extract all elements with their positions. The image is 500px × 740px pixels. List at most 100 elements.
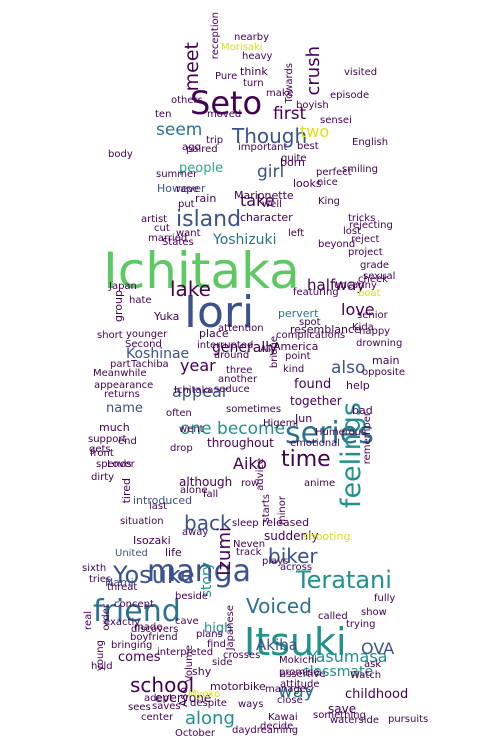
word: Pure: [215, 71, 238, 82]
word: Towards: [284, 63, 295, 104]
word: love: [341, 300, 375, 319]
word: fully: [374, 593, 396, 604]
word: called: [318, 611, 348, 622]
word: take: [240, 191, 275, 210]
word: featuring: [293, 287, 339, 298]
word: Morisaki: [221, 42, 263, 53]
word: interpreted: [157, 647, 214, 658]
word: Myoko: [188, 689, 221, 700]
word: tired: [120, 478, 133, 504]
word: sometimes: [226, 404, 282, 415]
word: nice: [317, 177, 338, 188]
word: situation: [120, 516, 164, 527]
word: ago: [182, 142, 201, 153]
word: interrupted: [197, 340, 254, 351]
word: Yosuke: [113, 561, 195, 589]
word: senior: [357, 310, 388, 321]
word: opposite: [362, 367, 405, 378]
word: main: [372, 354, 400, 367]
word: grade: [360, 260, 390, 271]
word: others: [171, 95, 203, 106]
word: English: [352, 137, 389, 148]
word: uncanny: [334, 280, 377, 291]
word: ask: [364, 659, 382, 670]
word: suddenly: [264, 529, 319, 543]
word: side: [212, 657, 233, 668]
word: anime: [304, 478, 336, 489]
word: island: [176, 207, 242, 232]
word: seduce: [214, 384, 250, 395]
word: another: [218, 374, 258, 385]
word: rejecting: [349, 220, 393, 231]
word: Voiced: [246, 594, 312, 618]
word: classmate: [302, 664, 374, 680]
word: often: [166, 408, 192, 419]
word: reject: [351, 234, 380, 245]
word: Aiko: [233, 454, 267, 473]
word: October: [175, 728, 216, 739]
word: bringing: [111, 640, 153, 651]
word: reception: [210, 12, 221, 60]
word: Though: [232, 124, 308, 148]
word: make: [266, 88, 294, 99]
word: lost: [343, 226, 362, 237]
word: nearby: [234, 32, 269, 43]
word: rain: [195, 192, 217, 205]
word: adept: [144, 693, 173, 704]
word: together: [290, 394, 342, 408]
word: advice: [255, 458, 266, 491]
word: Meanwhile: [93, 368, 147, 379]
word: sleep: [232, 518, 259, 529]
word: born: [280, 156, 306, 169]
word: AT: [260, 344, 273, 355]
word: crosses: [223, 650, 261, 661]
word: kind: [283, 364, 305, 375]
word: much: [99, 421, 130, 434]
word: daydreaming: [232, 725, 299, 736]
word: generally: [212, 340, 278, 356]
word: manga: [147, 554, 252, 589]
word: cave: [175, 616, 199, 627]
word: trying: [346, 619, 376, 630]
word: away: [182, 527, 209, 538]
word: think: [240, 65, 268, 78]
word: order: [101, 604, 112, 631]
word: end: [118, 436, 137, 447]
word: Jun: [295, 412, 313, 425]
word: Nami: [105, 576, 134, 589]
word: Yasumasa: [308, 647, 388, 666]
word: Kida: [352, 322, 374, 333]
word: America: [273, 340, 319, 353]
word: something: [313, 710, 366, 721]
word: although: [179, 475, 233, 489]
word: group: [112, 290, 125, 322]
word: episode: [330, 90, 370, 101]
word: motorbike: [210, 680, 266, 693]
word: name: [106, 401, 143, 416]
word: people: [179, 161, 224, 176]
word: real: [83, 611, 94, 630]
word: remember: [362, 412, 373, 465]
word: heavy: [242, 51, 273, 62]
word: front: [90, 448, 114, 459]
word: year: [180, 356, 216, 375]
word: exactly: [104, 617, 141, 628]
word: Watch: [350, 670, 382, 681]
word: rape: [176, 184, 199, 195]
word: spends: [96, 459, 132, 470]
word: cut: [154, 223, 170, 234]
word: smiling: [342, 164, 378, 175]
word: feelings: [336, 402, 367, 509]
word: minor: [277, 496, 288, 526]
word: younger: [126, 329, 168, 340]
word: halfway: [307, 276, 366, 294]
word: important: [238, 142, 288, 153]
word: saves: [152, 701, 181, 712]
word: quite: [281, 153, 307, 164]
word: cheek: [358, 274, 388, 285]
word: row: [241, 478, 260, 489]
word: point: [285, 351, 311, 362]
word: first: [273, 104, 307, 124]
word: alone: [180, 485, 208, 496]
